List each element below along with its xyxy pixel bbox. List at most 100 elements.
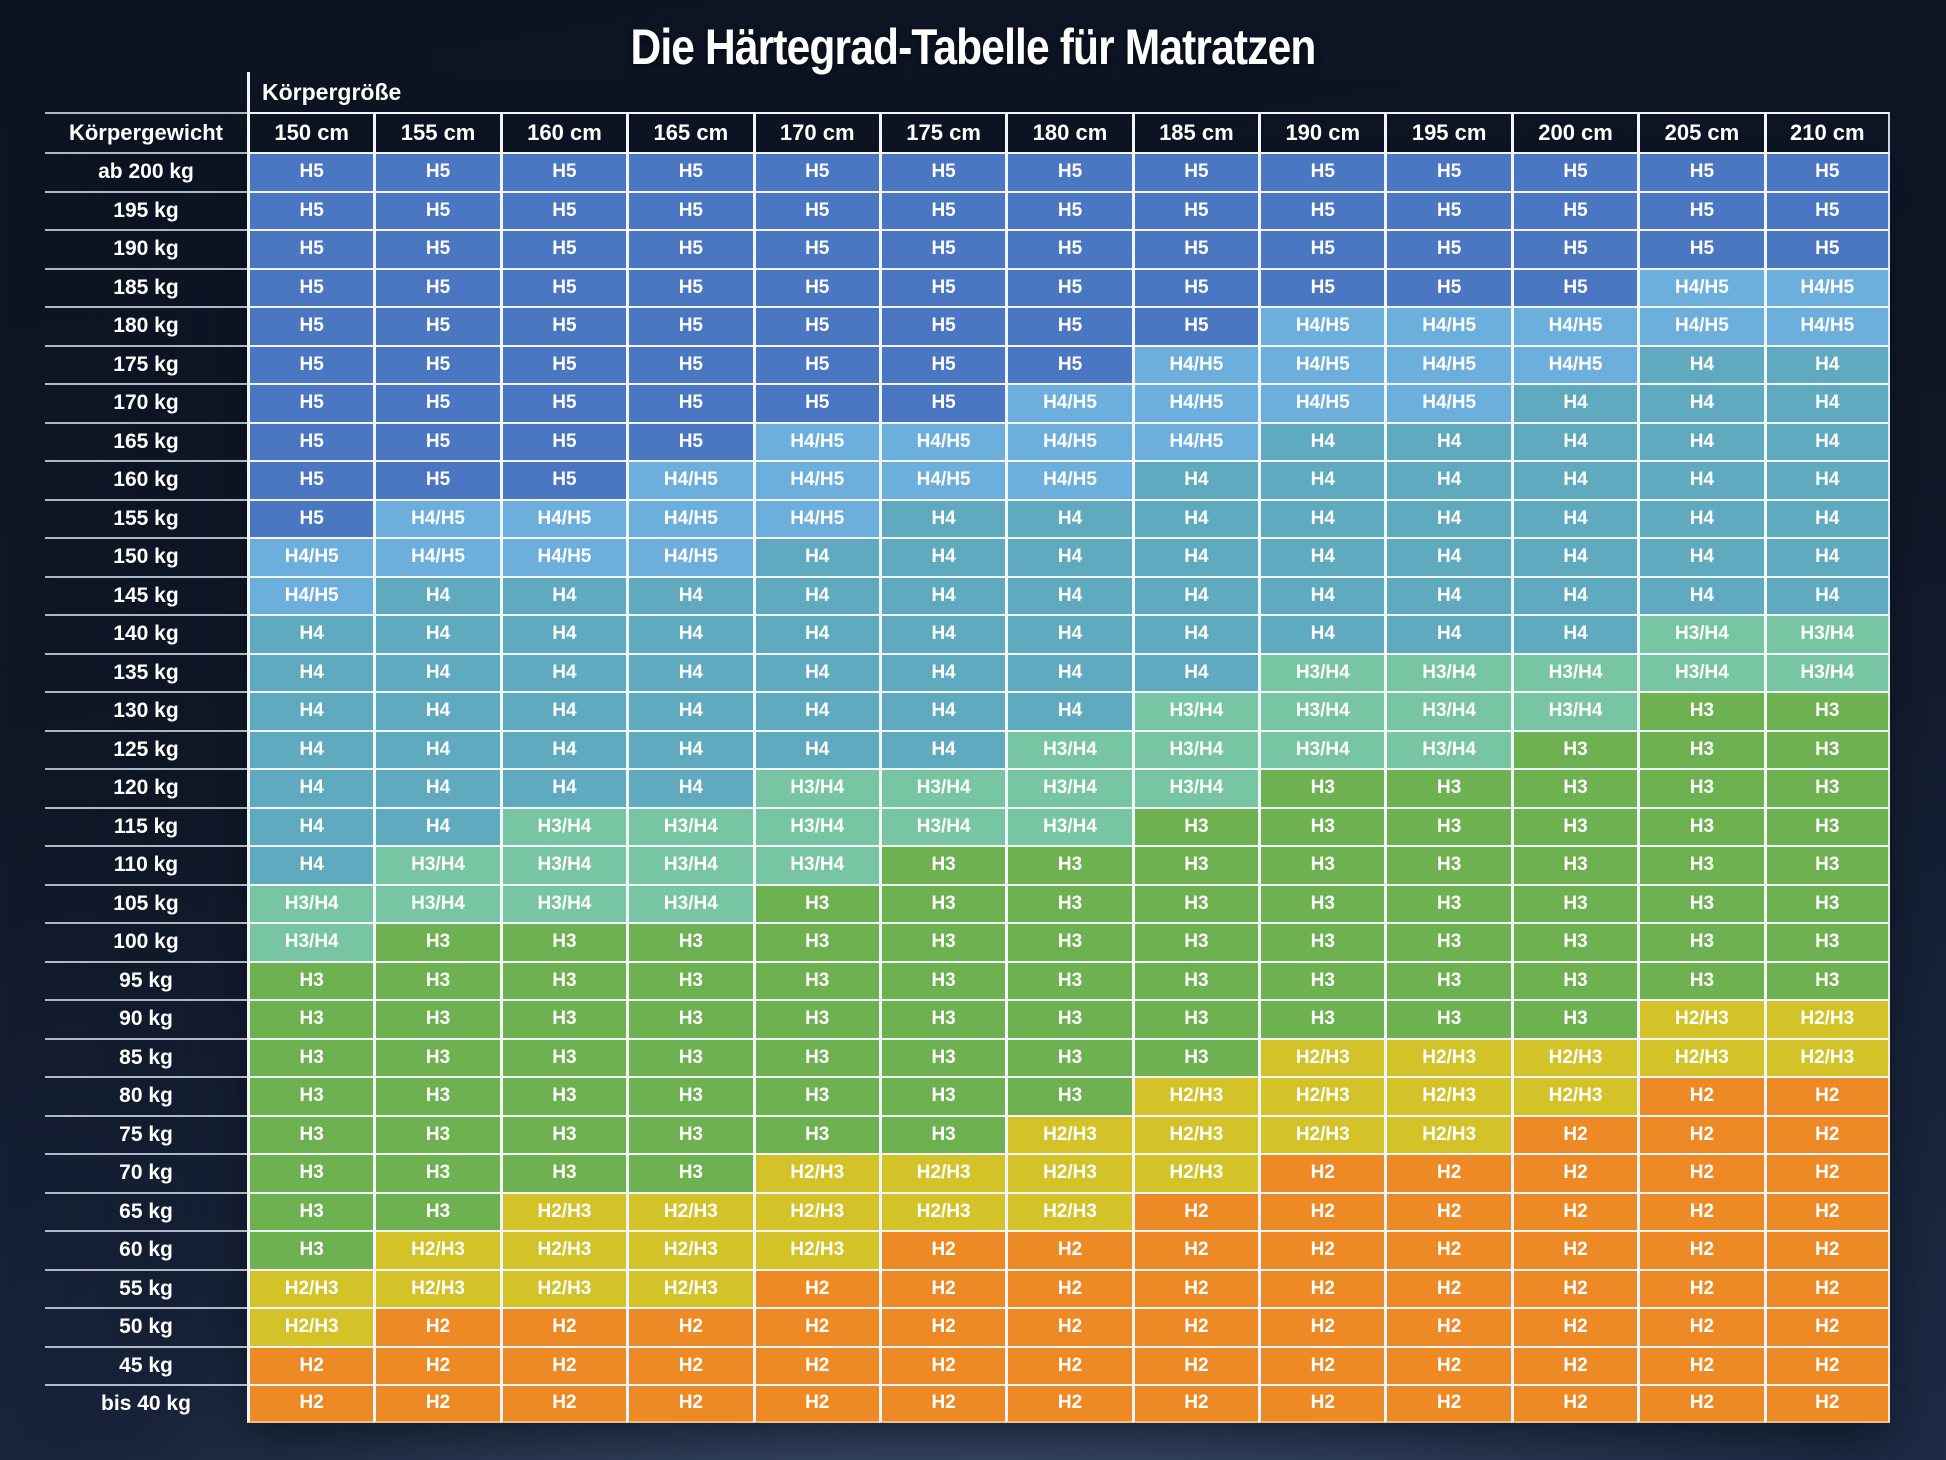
grade-cell: H3 — [626, 960, 753, 999]
grade-cell: H2 — [1005, 1307, 1132, 1346]
grade-cell: H3 — [1131, 1037, 1259, 1076]
grade-cell: H3 — [1763, 922, 1890, 961]
grade-cell: H3/H4 — [1384, 729, 1511, 768]
grade-cell: H2/H3 — [1258, 1114, 1385, 1153]
grade-cell: H3 — [1763, 960, 1890, 999]
grade-cell: H5 — [1384, 152, 1511, 191]
grade-cell: H3 — [499, 1114, 627, 1153]
grade-cell: H5 — [1763, 152, 1890, 191]
grade-cell: H4 — [1637, 575, 1764, 614]
grade-cell: H5 — [373, 152, 500, 191]
grade-cell: H2 — [1258, 1191, 1385, 1230]
grade-cell: H4 — [1131, 614, 1259, 653]
grade-cell: H3/H4 — [752, 845, 879, 884]
grade-cell: H4/H5 — [1131, 383, 1259, 422]
grade-cell: H5 — [499, 421, 627, 460]
grade-cell: H4 — [247, 806, 374, 845]
grade-cell: H3/H4 — [1384, 691, 1511, 730]
grade-cell: H5 — [626, 306, 753, 345]
grade-cell: H3 — [499, 960, 627, 999]
grade-cell: H4 — [1005, 614, 1132, 653]
grade-cell: H2/H3 — [878, 1191, 1006, 1230]
grade-cell: H2 — [1005, 1384, 1132, 1423]
grade-cell: H5 — [1005, 190, 1132, 229]
grade-cell: H2 — [752, 1345, 879, 1384]
grade-cell: H4 — [752, 614, 879, 653]
grade-cell: H4 — [752, 575, 879, 614]
grade-cell: H3/H4 — [626, 845, 753, 884]
grade-cell: H5 — [752, 383, 879, 422]
grade-cell: H3 — [1131, 922, 1259, 961]
grade-cell: H4 — [247, 845, 374, 884]
grade-cell: H2/H3 — [1510, 1037, 1638, 1076]
grade-cell: H3 — [1637, 691, 1764, 730]
grade-cell: H3/H4 — [1258, 691, 1385, 730]
grade-cell: H4 — [1005, 498, 1132, 537]
column-header: 205 cm — [1637, 112, 1764, 152]
grade-cell: H5 — [626, 344, 753, 383]
grade-cell: H2/H3 — [1131, 1114, 1259, 1153]
grade-cell: H4/H5 — [1131, 344, 1259, 383]
row-label: 70 kg — [45, 1153, 247, 1192]
grade-cell: H3 — [1637, 883, 1764, 922]
grade-cell: H3 — [626, 922, 753, 961]
grade-cell: H3/H4 — [752, 806, 879, 845]
grade-cell: H5 — [247, 498, 374, 537]
grade-cell: H2 — [1131, 1307, 1259, 1346]
row-label: 180 kg — [45, 306, 247, 345]
grade-cell: H3 — [1510, 960, 1638, 999]
grade-cell: H4 — [878, 691, 1006, 730]
grade-cell: H5 — [1131, 152, 1259, 191]
grade-cell: H4 — [499, 575, 627, 614]
grade-cell: H5 — [1637, 229, 1764, 268]
row-label: 90 kg — [45, 999, 247, 1038]
grade-cell: H4 — [878, 575, 1006, 614]
row-label: 125 kg — [45, 729, 247, 769]
grade-cell: H2 — [1510, 1114, 1638, 1153]
grade-cell: H3 — [626, 999, 753, 1038]
grade-cell: H5 — [1258, 152, 1385, 191]
grade-cell: H2 — [247, 1345, 374, 1384]
grade-cell: H3 — [499, 1153, 627, 1192]
grade-cell: H2/H3 — [1131, 1076, 1259, 1115]
row-label: 135 kg — [45, 652, 247, 692]
table-corner-spacer — [45, 72, 247, 112]
grade-cell: H2/H3 — [1131, 1153, 1259, 1192]
grade-cell: H2 — [626, 1384, 753, 1423]
grade-cell: H2/H3 — [1637, 1037, 1764, 1076]
grade-cell: H4/H5 — [626, 498, 753, 537]
grade-cell: H4/H5 — [1005, 421, 1132, 460]
row-label: 100 kg — [45, 922, 247, 961]
grade-cell: H4 — [247, 768, 374, 807]
grade-cell: H3 — [247, 1230, 374, 1269]
grade-cell: H3 — [752, 1114, 879, 1153]
grade-cell: H3 — [373, 922, 500, 961]
grade-cell: H3 — [247, 1153, 374, 1192]
grade-cell: H5 — [1005, 229, 1132, 268]
grade-cell: H3 — [1384, 768, 1511, 807]
grade-cell: H4/H5 — [499, 537, 627, 576]
grade-cell: H4 — [1637, 344, 1764, 383]
grade-cell: H3 — [1637, 768, 1764, 807]
grade-cell: H4 — [626, 614, 753, 653]
grade-cell: H4 — [1005, 537, 1132, 576]
grade-cell: H4 — [752, 729, 879, 768]
grade-cell: H2 — [499, 1307, 627, 1346]
grade-cell: H3 — [499, 1037, 627, 1076]
grade-cell: H5 — [1637, 190, 1764, 229]
grade-cell: H3 — [1763, 845, 1890, 884]
grade-cell: H4 — [1005, 691, 1132, 730]
grade-cell: H3/H4 — [499, 883, 627, 922]
grade-cell: H2 — [878, 1268, 1006, 1307]
grade-cell: H3 — [626, 1153, 753, 1192]
grade-cell: H5 — [752, 306, 879, 345]
column-header: 190 cm — [1258, 112, 1385, 152]
grade-cell: H3 — [499, 999, 627, 1038]
grade-cell: H2 — [878, 1230, 1006, 1269]
grade-cell: H3 — [1258, 768, 1385, 807]
grade-cell: H4 — [373, 614, 500, 653]
column-header: 155 cm — [373, 112, 500, 152]
column-group-label: Körpergröße — [247, 72, 1890, 112]
grade-cell: H2 — [1384, 1230, 1511, 1269]
grade-cell: H2 — [626, 1307, 753, 1346]
